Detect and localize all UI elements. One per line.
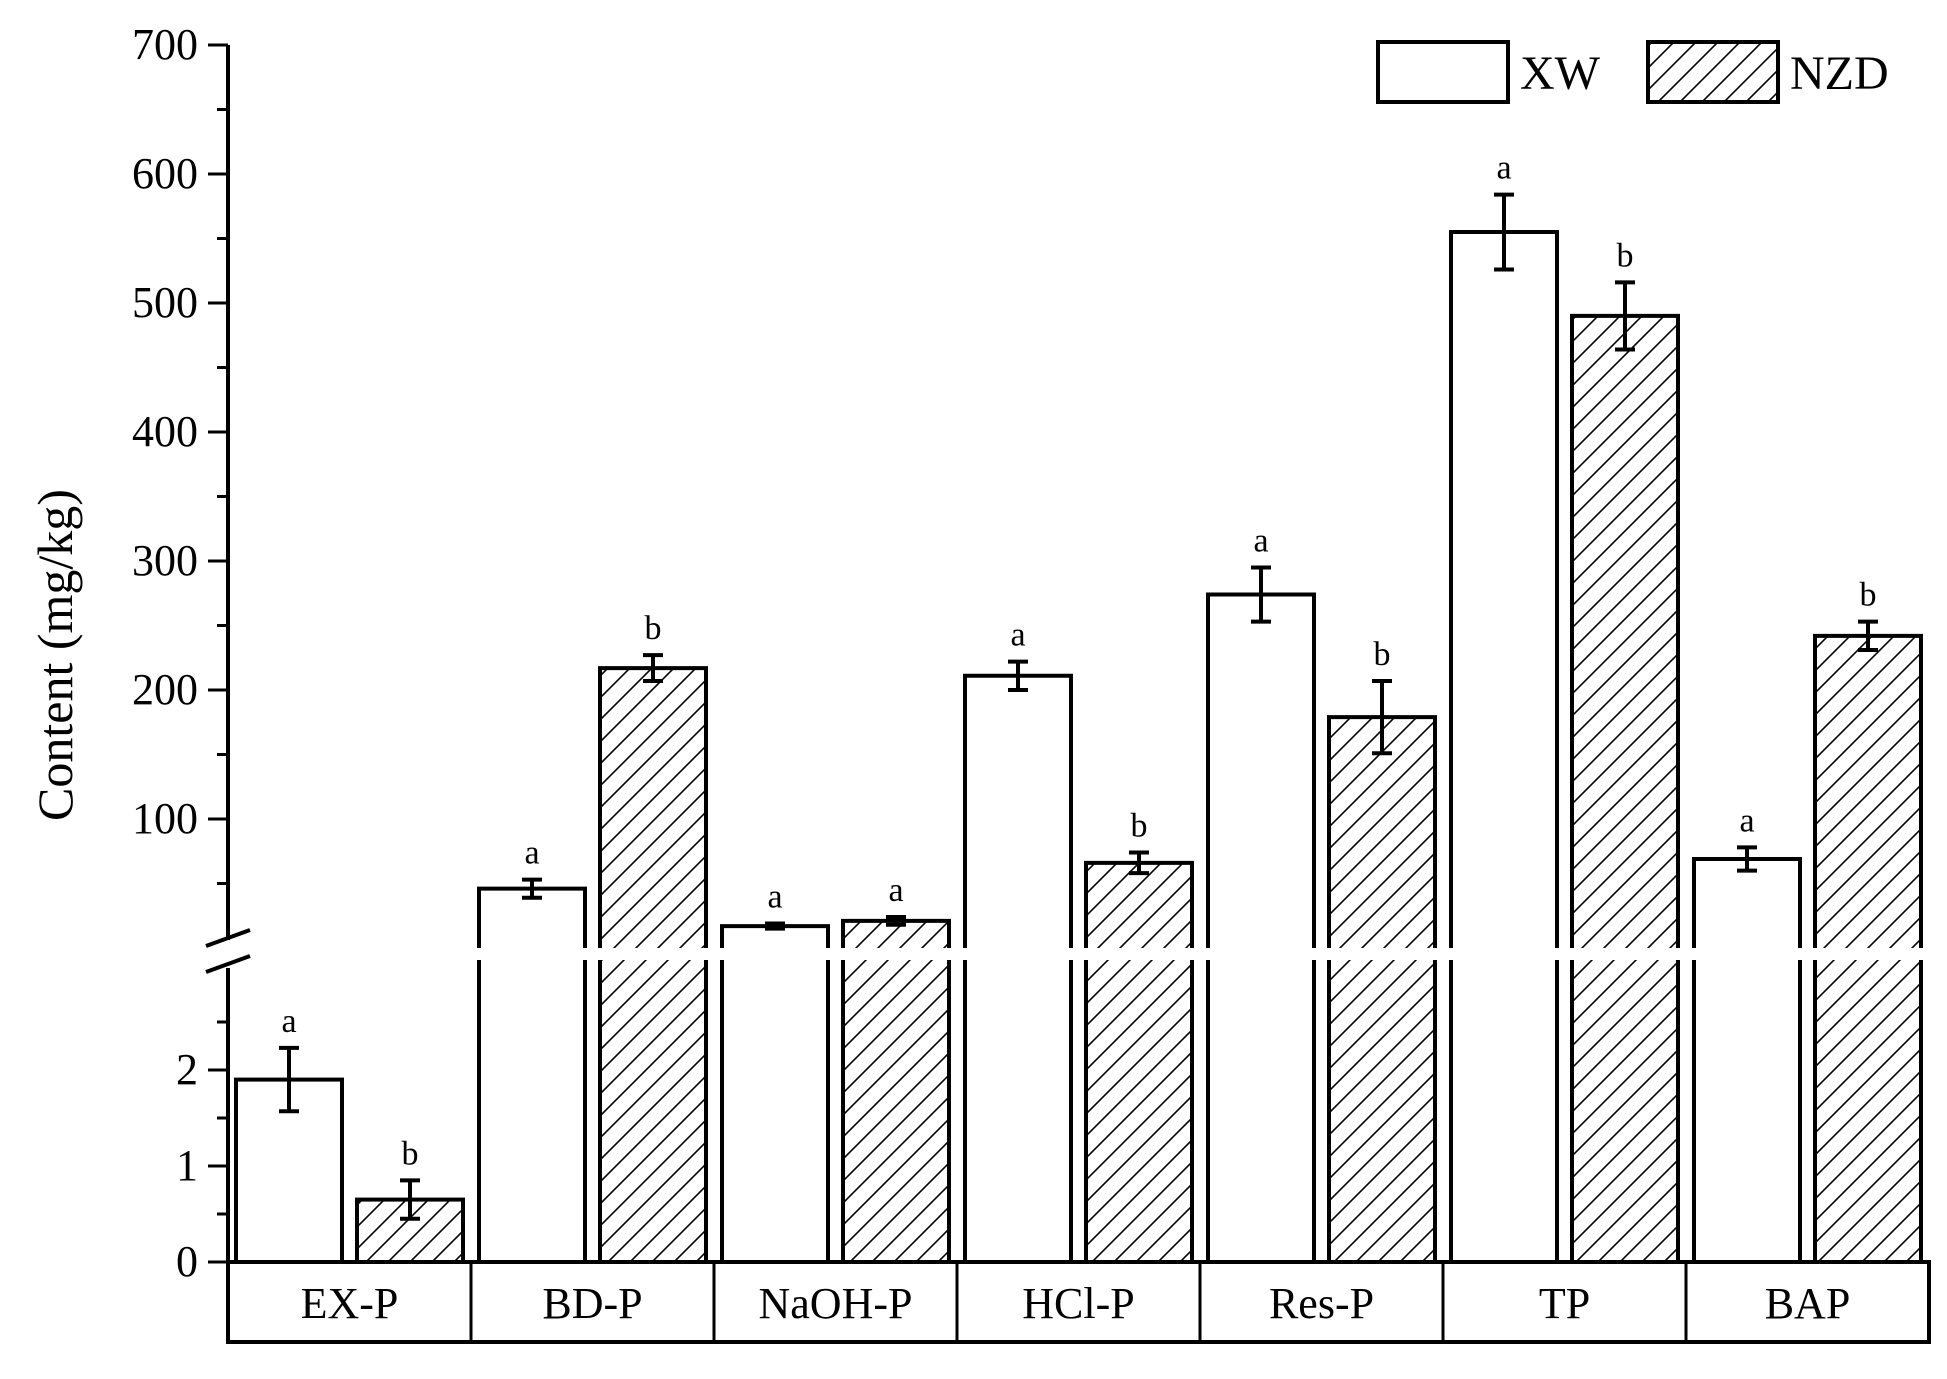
bar-nzd-res-p-upper-fill — [1329, 717, 1435, 948]
bar-nzd-res-p-lower-fill — [1329, 960, 1435, 1262]
y-tick-label: 600 — [132, 149, 198, 198]
significance-letter: b — [402, 1135, 419, 1172]
significance-letter: b — [1617, 237, 1634, 274]
bar-xw-bd-p-lower-fill — [479, 960, 585, 1262]
significance-letter: a — [888, 872, 903, 909]
bar-xw-bap-lower-fill — [1694, 960, 1800, 1262]
significance-letter: a — [767, 878, 782, 915]
x-category-label: HCl-P — [1022, 1279, 1134, 1328]
legend-label: XW — [1520, 47, 1601, 100]
error-bar-nzd-bd-p — [643, 653, 663, 683]
bar-xw-tp — [1449, 230, 1559, 1264]
y-tick-label: 500 — [132, 278, 198, 327]
significance-letter: a — [1253, 522, 1268, 559]
legend-swatch — [1376, 40, 1510, 104]
y-tick-label: 2 — [176, 1045, 198, 1094]
y-tick-label: 0 — [176, 1237, 198, 1286]
y-axis-title: Content (mg/kg) — [27, 489, 83, 821]
bar-xw-res-p — [1206, 592, 1316, 1264]
error-bar-nzd-bap — [1858, 619, 1878, 653]
bar-xw-hcl-p-lower-fill — [965, 960, 1071, 1262]
y-tick-label: 300 — [132, 536, 198, 585]
x-category-label: EX-P — [301, 1279, 399, 1328]
bar-nzd-tp-upper-fill — [1572, 315, 1678, 948]
bar-xw-tp-lower-fill — [1451, 960, 1557, 1262]
error-bar-nzd-tp — [1615, 280, 1635, 352]
bar-nzd-bap-lower-fill — [1815, 960, 1921, 1262]
bar-xw-naoh-p-upper-fill — [722, 926, 828, 948]
bar-nzd-bap-upper-fill — [1815, 635, 1921, 948]
error-bar-nzd-hcl-p — [1129, 850, 1149, 876]
error-bar-xw-tp — [1494, 192, 1514, 272]
error-bar-xw-bap — [1737, 845, 1757, 873]
bar-nzd-bd-p — [598, 666, 708, 1264]
bar-nzd-tp — [1570, 313, 1680, 1264]
legend-swatch — [1646, 40, 1780, 104]
bar-nzd-hcl-p-upper-fill — [1086, 862, 1192, 948]
significance-letter: b — [1131, 808, 1148, 845]
bar-nzd-hcl-p-lower-fill — [1086, 960, 1192, 1262]
category-box — [226, 1260, 1931, 1344]
bar-xw-tp-upper-fill — [1451, 232, 1557, 949]
y-tick-label: 100 — [132, 794, 198, 843]
axis-break-mark — [205, 954, 251, 974]
error-bar-nzd-ex-p — [400, 1178, 420, 1221]
bar-nzd-bd-p-lower-fill — [600, 960, 706, 1262]
bar-nzd-naoh-p-lower-fill — [843, 960, 949, 1262]
bar-nzd-tp-lower-fill — [1572, 960, 1678, 1262]
error-bar-xw-hcl-p — [1008, 659, 1028, 692]
x-category-label: BAP — [1765, 1279, 1851, 1328]
error-bar-xw-res-p — [1251, 565, 1271, 624]
bar-nzd-res-p — [1327, 715, 1437, 1264]
x-category-label: TP — [1539, 1279, 1590, 1328]
significance-letter: a — [524, 835, 539, 872]
error-bar-xw-ex-p — [279, 1045, 299, 1114]
bar-xw-res-p-lower-fill — [1208, 960, 1314, 1262]
bar-nzd-naoh-p — [841, 918, 951, 1264]
bar-nzd-bd-p-upper-fill — [600, 668, 706, 948]
error-bar-xw-bd-p — [522, 877, 542, 900]
legend-item-xw: XW — [1376, 40, 1601, 104]
significance-letter: b — [1860, 577, 1877, 614]
x-category-label: BD-P — [542, 1279, 642, 1328]
legend-item-nzd: NZD — [1646, 40, 1889, 104]
bar-xw-res-p-upper-fill — [1208, 594, 1314, 948]
x-category-label: Res-P — [1269, 1279, 1374, 1328]
significance-letter: b — [1374, 636, 1391, 673]
bar-xw-bap-upper-fill — [1694, 858, 1800, 948]
bar-xw-hcl-p — [963, 673, 1073, 1264]
bar-nzd-bap — [1813, 633, 1923, 1264]
axis-break-mark — [205, 928, 251, 948]
y-tick-label: 200 — [132, 665, 198, 714]
y-tick-label: 400 — [132, 407, 198, 456]
bar-xw-bap — [1692, 856, 1802, 1264]
y-tick-label: 1 — [176, 1141, 198, 1190]
significance-letter: b — [645, 610, 662, 647]
significance-letter: a — [281, 1003, 296, 1040]
bar-xw-bd-p — [477, 886, 587, 1264]
significance-letter: a — [1010, 617, 1025, 654]
legend-label: NZD — [1790, 47, 1889, 100]
error-bar-xw-naoh-p — [765, 921, 785, 931]
significance-letter: a — [1496, 150, 1511, 187]
bar-xw-naoh-p-lower-fill — [722, 960, 828, 1262]
x-category-label: NaOH-P — [759, 1279, 913, 1328]
error-bar-nzd-naoh-p — [886, 915, 906, 927]
significance-letter: a — [1739, 802, 1754, 839]
bar-nzd-hcl-p — [1084, 860, 1194, 1264]
bar-xw-naoh-p — [720, 924, 830, 1264]
error-bar-nzd-res-p — [1372, 678, 1392, 756]
bar-xw-hcl-p-upper-fill — [965, 675, 1071, 948]
y-tick-label: 700 — [132, 20, 198, 69]
